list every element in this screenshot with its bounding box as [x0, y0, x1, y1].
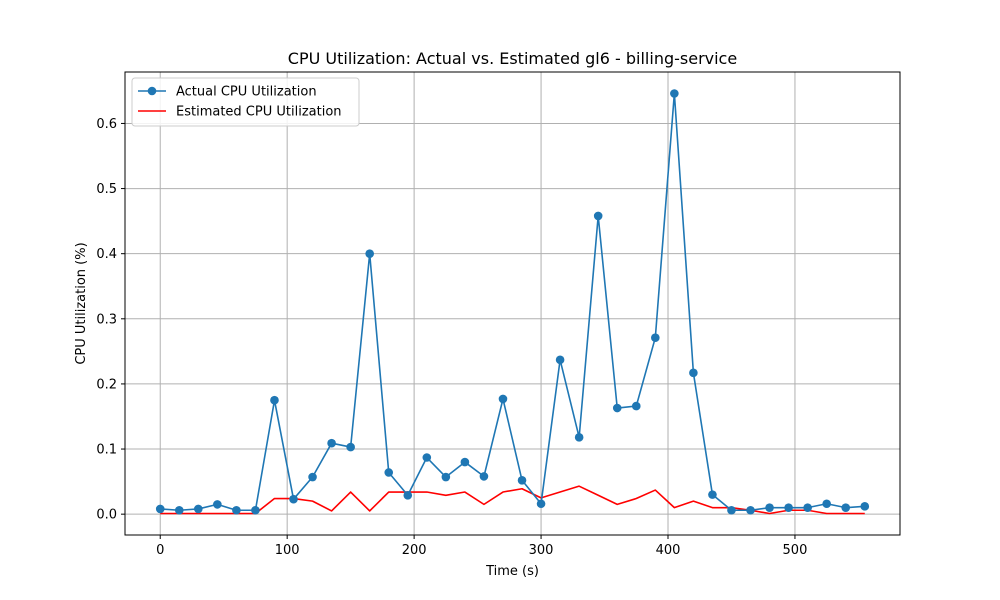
data-point-actual	[194, 504, 203, 514]
data-point-actual	[232, 505, 241, 515]
data-point-actual	[327, 438, 336, 448]
legend-box	[131, 77, 360, 127]
data-point-actual	[841, 503, 851, 512]
data-point-actual	[384, 468, 394, 477]
x-tick-label: 100	[275, 543, 300, 558]
data-point-actual	[822, 499, 831, 509]
x-tick-label: 400	[656, 543, 681, 558]
y-tick-label: 0.6	[96, 117, 117, 132]
data-point-actual	[555, 355, 565, 365]
data-point-actual	[612, 403, 622, 413]
y-tick-label: 0.1	[96, 443, 117, 458]
y-tick-label: 0.0	[96, 508, 117, 523]
data-point-actual	[784, 503, 793, 512]
data-point-actual	[460, 457, 470, 467]
data-point-actual	[536, 499, 546, 509]
data-point-actual	[289, 494, 298, 504]
data-point-actual	[174, 505, 184, 515]
y-tick-label: 0.4	[96, 247, 117, 262]
data-point-actual	[746, 505, 755, 515]
data-point-actual	[308, 472, 317, 482]
data-point-actual	[346, 442, 355, 452]
data-point-actual	[155, 504, 165, 514]
y-tick-label: 0.5	[96, 182, 117, 197]
data-point-actual	[517, 475, 527, 485]
plot-frame	[124, 71, 901, 536]
data-point-actual	[270, 395, 279, 405]
y-tick-label: 0.3	[96, 312, 117, 327]
grid	[125, 72, 900, 535]
data-point-actual	[631, 401, 641, 411]
data-point-actual	[365, 249, 374, 258]
data-point-actual	[689, 368, 698, 378]
data-point-actual	[574, 433, 584, 442]
data-point-actual	[403, 490, 413, 500]
legend: Actual CPU Utilization Estimated CPU Util…	[131, 77, 360, 127]
x-tick-label: 500	[783, 543, 808, 558]
data-point-actual	[670, 89, 679, 98]
x-axis-label: Time (s)	[485, 564, 539, 579]
x-tick-label: 300	[529, 543, 554, 558]
data-point-actual	[651, 333, 660, 342]
x-tick-label: 200	[402, 543, 427, 558]
legend-label-actual: Actual CPU Utilization	[176, 85, 317, 100]
data-point-actual	[727, 505, 736, 515]
legend-label-estimated: Estimated CPU Utilization	[176, 105, 342, 120]
data-point-actual	[422, 453, 432, 462]
chart-title: CPU Utilization: Actual vs. Estimated gl…	[288, 49, 737, 68]
series-layer	[155, 89, 870, 515]
axes: 0 100 200 300 400 500 0.0 0.1 0.2 0.3 0.4 0.5 0.6	[96, 117, 807, 558]
data-point-actual	[213, 500, 222, 509]
data-point-actual	[251, 505, 260, 515]
y-axis-label: CPU Utilization (%)	[74, 242, 89, 364]
data-point-actual	[593, 211, 603, 221]
data-point-actual	[765, 503, 774, 512]
data-point-actual	[860, 502, 870, 511]
x-tick-label: 0	[156, 543, 164, 558]
data-point-actual	[708, 490, 717, 499]
data-point-actual	[441, 472, 451, 482]
data-point-actual	[498, 394, 508, 404]
data-point-actual	[803, 503, 812, 512]
y-tick-label: 0.2	[96, 377, 117, 392]
data-point-actual	[479, 472, 489, 481]
legend-marker-actual	[147, 86, 157, 96]
